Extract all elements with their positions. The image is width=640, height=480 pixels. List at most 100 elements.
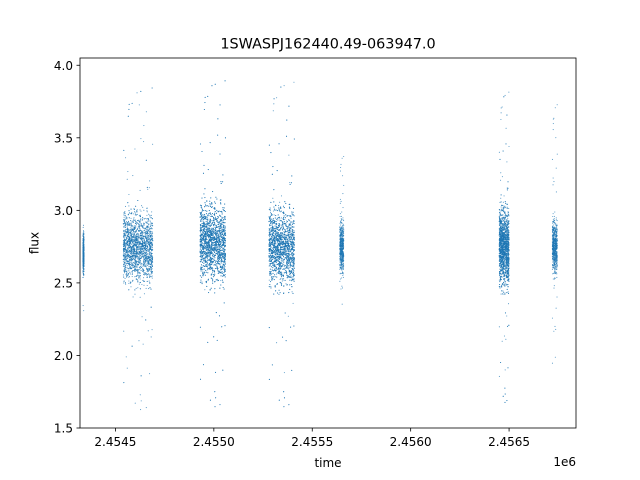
data-point xyxy=(136,275,138,277)
data-point xyxy=(204,242,206,244)
data-point xyxy=(145,407,147,409)
data-point xyxy=(148,272,150,274)
data-point xyxy=(82,238,84,240)
data-point xyxy=(203,268,205,270)
data-point xyxy=(209,235,211,237)
data-point xyxy=(203,252,205,254)
data-point xyxy=(206,200,208,202)
data-point xyxy=(130,240,132,242)
data-point xyxy=(83,310,85,312)
data-point xyxy=(132,234,134,236)
data-point xyxy=(131,250,133,252)
data-point xyxy=(199,326,201,328)
data-point xyxy=(123,243,125,245)
data-point xyxy=(215,397,217,399)
data-point xyxy=(127,202,129,204)
data-point xyxy=(211,227,213,229)
data-point xyxy=(149,220,151,222)
data-point xyxy=(129,271,131,273)
data-point xyxy=(139,288,141,290)
data-point xyxy=(141,219,143,221)
data-point xyxy=(207,237,210,239)
data-point xyxy=(140,252,142,254)
data-point xyxy=(150,217,153,219)
data-point xyxy=(138,256,140,259)
data-point xyxy=(144,227,146,229)
data-point xyxy=(123,149,125,151)
data-point xyxy=(126,237,128,239)
data-point xyxy=(217,221,219,223)
data-point xyxy=(143,280,145,283)
data-point xyxy=(201,223,203,225)
data-point xyxy=(134,266,137,268)
data-point xyxy=(148,280,150,282)
data-point xyxy=(214,201,216,203)
data-point xyxy=(199,281,201,283)
data-point xyxy=(207,247,209,249)
data-point xyxy=(207,226,209,228)
data-point xyxy=(143,243,145,245)
data-point xyxy=(142,270,145,272)
data-point xyxy=(202,172,205,174)
data-point xyxy=(148,274,150,276)
data-point xyxy=(151,258,154,260)
data-point xyxy=(209,212,211,214)
data-point xyxy=(140,264,142,266)
data-point xyxy=(214,288,216,290)
data-point xyxy=(213,336,215,338)
data-point xyxy=(143,274,145,276)
data-point xyxy=(224,267,226,269)
data-point xyxy=(206,210,208,212)
data-point xyxy=(208,267,210,270)
data-point xyxy=(206,250,208,252)
data-point xyxy=(123,276,125,278)
data-point xyxy=(151,272,154,274)
data-point xyxy=(149,275,151,277)
data-point xyxy=(125,259,127,261)
data-point xyxy=(82,242,84,244)
data-point xyxy=(204,204,207,206)
data-point xyxy=(215,247,217,249)
data-point xyxy=(135,205,137,207)
data-point xyxy=(123,240,125,242)
data-point xyxy=(220,229,222,231)
data-point xyxy=(129,239,131,241)
data-point xyxy=(133,265,135,267)
data-point xyxy=(218,223,220,226)
data-point xyxy=(204,258,206,260)
data-point xyxy=(144,273,146,276)
data-point xyxy=(211,223,213,225)
data-point xyxy=(128,217,130,219)
data-point xyxy=(208,235,210,237)
data-point xyxy=(205,240,207,242)
data-point xyxy=(212,258,214,260)
data-point xyxy=(223,272,225,274)
data-point xyxy=(150,228,152,230)
data-point xyxy=(131,229,133,231)
data-point xyxy=(145,229,148,231)
data-point xyxy=(135,268,137,270)
data-point xyxy=(148,252,150,254)
data-point xyxy=(208,205,210,207)
data-point xyxy=(148,220,150,222)
data-point xyxy=(126,238,128,240)
data-point xyxy=(211,234,213,236)
data-point xyxy=(132,233,134,235)
data-point xyxy=(152,239,154,241)
data-point xyxy=(82,272,84,274)
data-point xyxy=(207,169,209,171)
data-point xyxy=(220,182,222,185)
data-point xyxy=(224,253,226,255)
data-point xyxy=(141,254,143,256)
data-point xyxy=(147,253,149,255)
data-point xyxy=(201,215,203,217)
data-point xyxy=(128,103,130,105)
data-point xyxy=(146,235,148,237)
data-point xyxy=(217,134,219,136)
data-point xyxy=(124,249,126,251)
data-point xyxy=(217,262,219,264)
data-point xyxy=(202,251,205,253)
data-point xyxy=(151,211,153,213)
data-point xyxy=(200,254,202,256)
data-point xyxy=(123,223,125,225)
